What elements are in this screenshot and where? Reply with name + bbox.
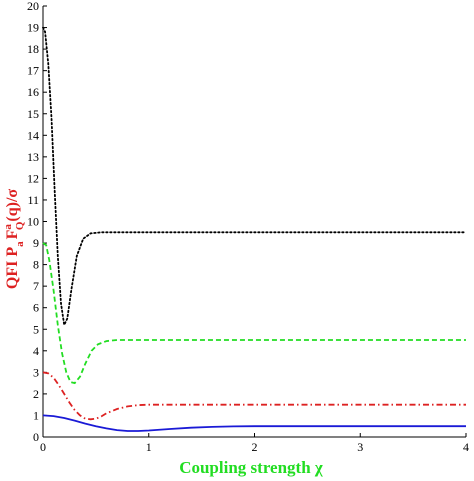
y-axis-title-sup-a: a bbox=[2, 224, 14, 230]
y-tick-label: 14 bbox=[27, 128, 39, 142]
y-tick-label: 18 bbox=[27, 42, 39, 56]
y-tick-label: 11 bbox=[27, 193, 39, 207]
y-axis-title: QFI PaFaQ(q)/σ bbox=[2, 189, 26, 290]
y-tick-label: 3 bbox=[33, 365, 39, 379]
x-tick-label: 2 bbox=[252, 440, 258, 454]
y-tick-label: 15 bbox=[27, 107, 39, 121]
x-tick-label: 0 bbox=[40, 440, 46, 454]
y-axis-title-tail: (q)/σ bbox=[4, 189, 21, 222]
y-tick-label: 8 bbox=[33, 258, 39, 272]
y-tick-label: 5 bbox=[33, 322, 39, 336]
y-tick-label: 0 bbox=[33, 430, 39, 444]
y-tick-label: 9 bbox=[33, 236, 39, 250]
y-tick-label: 2 bbox=[33, 387, 39, 401]
y-tick-label: 10 bbox=[27, 215, 39, 229]
series-group bbox=[42, 26, 467, 432]
x-axis-title: Coupling strength χ bbox=[179, 458, 323, 477]
axes bbox=[42, 6, 466, 438]
series-line-2 bbox=[42, 242, 466, 385]
x-tick-label: 3 bbox=[357, 440, 363, 454]
y-tick-label: 1 bbox=[33, 408, 39, 422]
y-axis-title-main: QFI P bbox=[4, 247, 21, 289]
y-tick-label: 7 bbox=[33, 279, 39, 293]
y-tick-label: 19 bbox=[27, 21, 39, 35]
y-tick-label: 13 bbox=[27, 150, 39, 164]
x-tick-label: 1 bbox=[146, 440, 152, 454]
x-tick-label: 4 bbox=[463, 440, 469, 454]
y-axis-title-sub-a: a bbox=[14, 241, 26, 247]
series-line-1 bbox=[42, 26, 467, 328]
y-tick-label: 16 bbox=[27, 85, 39, 99]
series-line-3 bbox=[42, 371, 466, 421]
y-tick-label: 6 bbox=[33, 301, 39, 315]
y-axis-title-F: F bbox=[4, 229, 21, 239]
y-tick-label: 12 bbox=[27, 171, 39, 185]
series-line-4 bbox=[42, 414, 466, 432]
y-tick-label: 4 bbox=[33, 344, 39, 358]
y-tick-label: 20 bbox=[27, 0, 39, 13]
y-tick-label: 17 bbox=[27, 64, 39, 78]
y-axis-title-sub-Q: Q bbox=[14, 221, 26, 230]
